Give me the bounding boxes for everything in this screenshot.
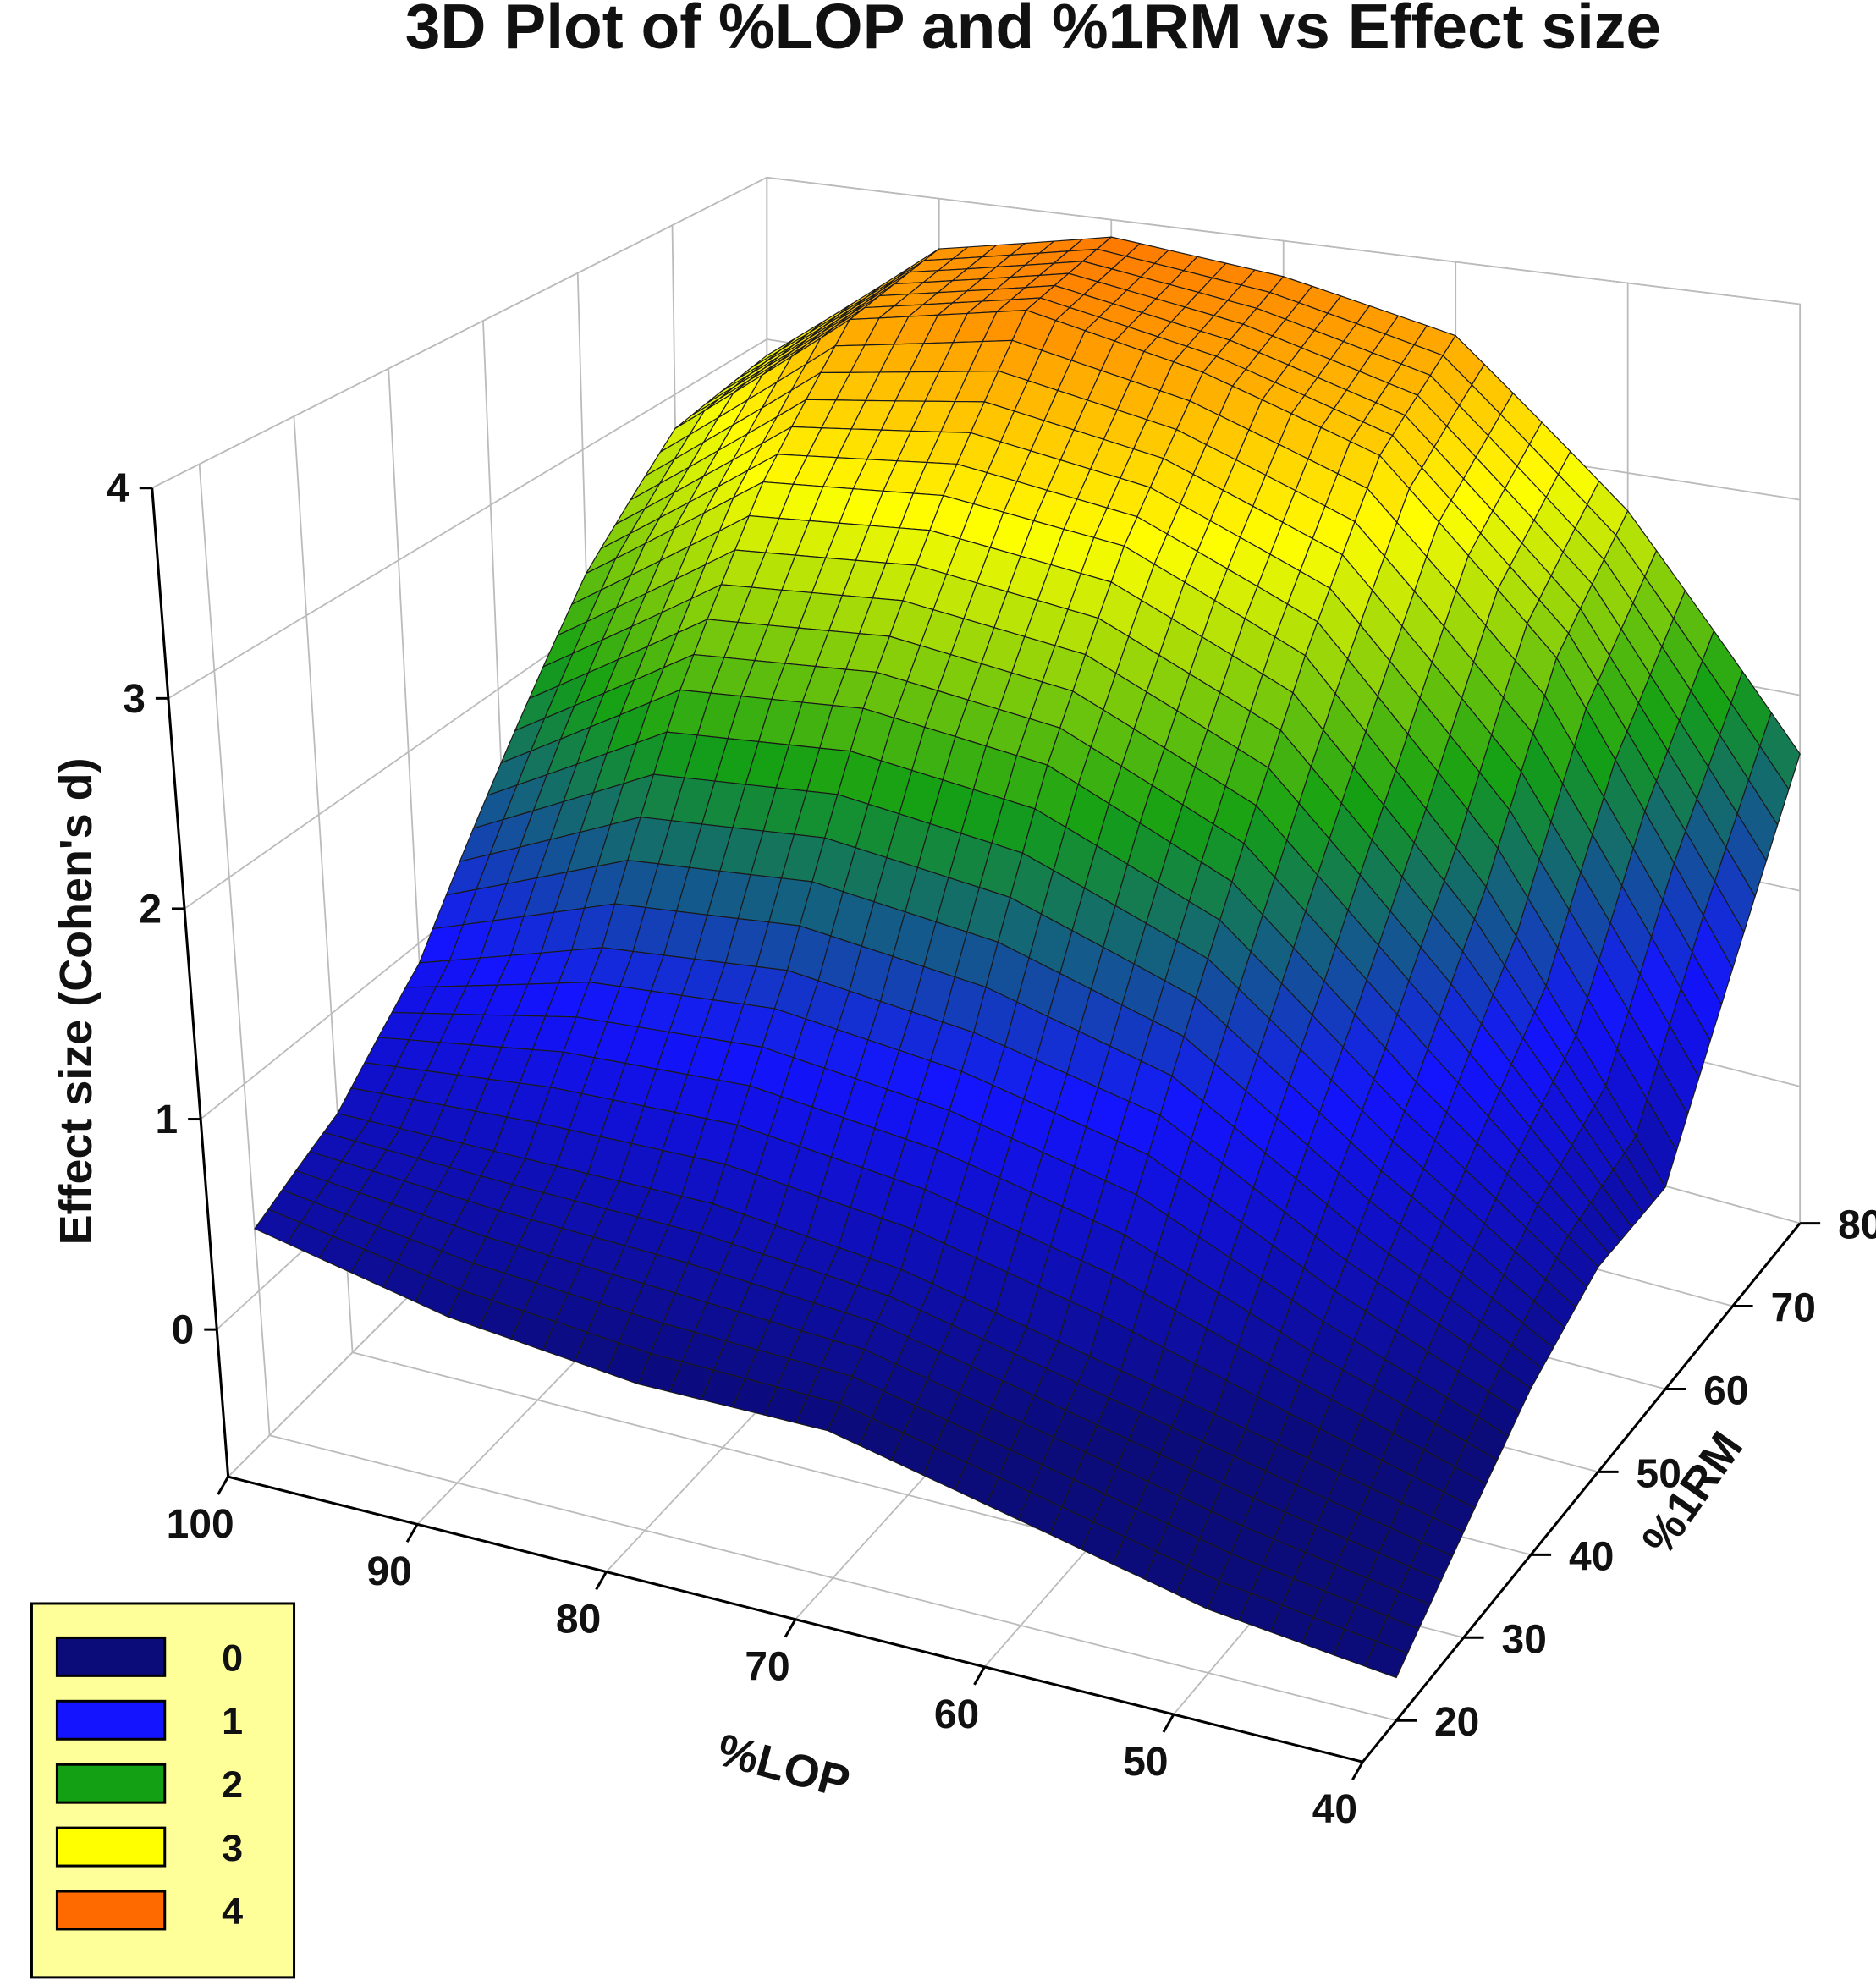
chart-title: 3D Plot of %LOP and %1RM vs Effect size	[405, 0, 1661, 62]
x-tick-label: 90	[366, 1549, 411, 1594]
legend-swatch	[55, 1826, 167, 1868]
legend-swatch	[55, 1890, 167, 1931]
legend-label: 2	[222, 1763, 243, 1806]
axis-line	[151, 487, 230, 1477]
z-tick-label: 3	[123, 677, 146, 722]
plot: 3D Plot of %LOP and %1RM vs Effect size …	[30, 0, 1876, 1979]
x-tick	[595, 1571, 608, 1591]
z-axis-title: Effect size (Cohen's d)	[51, 757, 102, 1245]
legend-label: 3	[222, 1826, 243, 1869]
x-tick	[405, 1523, 419, 1543]
y-tick-label: 40	[1569, 1534, 1614, 1579]
y-tick-label: 80	[1838, 1203, 1876, 1248]
legend-swatch	[55, 1699, 167, 1741]
surface-patch	[1364, 1641, 1408, 1679]
grid-line	[151, 176, 767, 489]
z-tick-label: 1	[156, 1098, 179, 1142]
legend: 0 1 2 3 4	[30, 1602, 296, 1979]
z-tick-label: 4	[107, 466, 129, 511]
x-tick	[217, 1476, 229, 1495]
grid-line	[198, 464, 271, 1436]
z-tick-label: 2	[139, 887, 162, 932]
grid-line	[168, 338, 767, 700]
y-tick-label: 70	[1771, 1285, 1816, 1330]
x-tick	[1351, 1761, 1364, 1780]
y-tick-label: 20	[1434, 1700, 1479, 1745]
x-tick-label: 40	[1312, 1787, 1357, 1832]
y-tick-label: 30	[1502, 1617, 1547, 1662]
x-tick-label: 80	[556, 1597, 601, 1642]
x-tick-label: 100	[167, 1502, 234, 1547]
legend-label: 1	[222, 1699, 243, 1742]
x-tick	[973, 1666, 986, 1686]
x-tick	[1162, 1714, 1175, 1733]
legend-swatch	[55, 1636, 167, 1677]
surface	[254, 236, 1801, 1679]
axis-line	[1362, 1222, 1802, 1763]
z-tick-label: 0	[172, 1308, 195, 1353]
y-tick-label: 50	[1637, 1451, 1681, 1496]
x-tick-label: 60	[934, 1692, 979, 1737]
legend-label: 4	[222, 1890, 243, 1933]
x-tick-label: 50	[1123, 1740, 1168, 1785]
legend-label: 0	[222, 1636, 243, 1679]
legend-swatch	[55, 1763, 167, 1804]
x-tick-label: 70	[745, 1645, 789, 1690]
y-tick-label: 60	[1703, 1368, 1748, 1413]
x-tick	[784, 1618, 797, 1638]
x-axis-title: %LOP	[712, 1725, 855, 1808]
